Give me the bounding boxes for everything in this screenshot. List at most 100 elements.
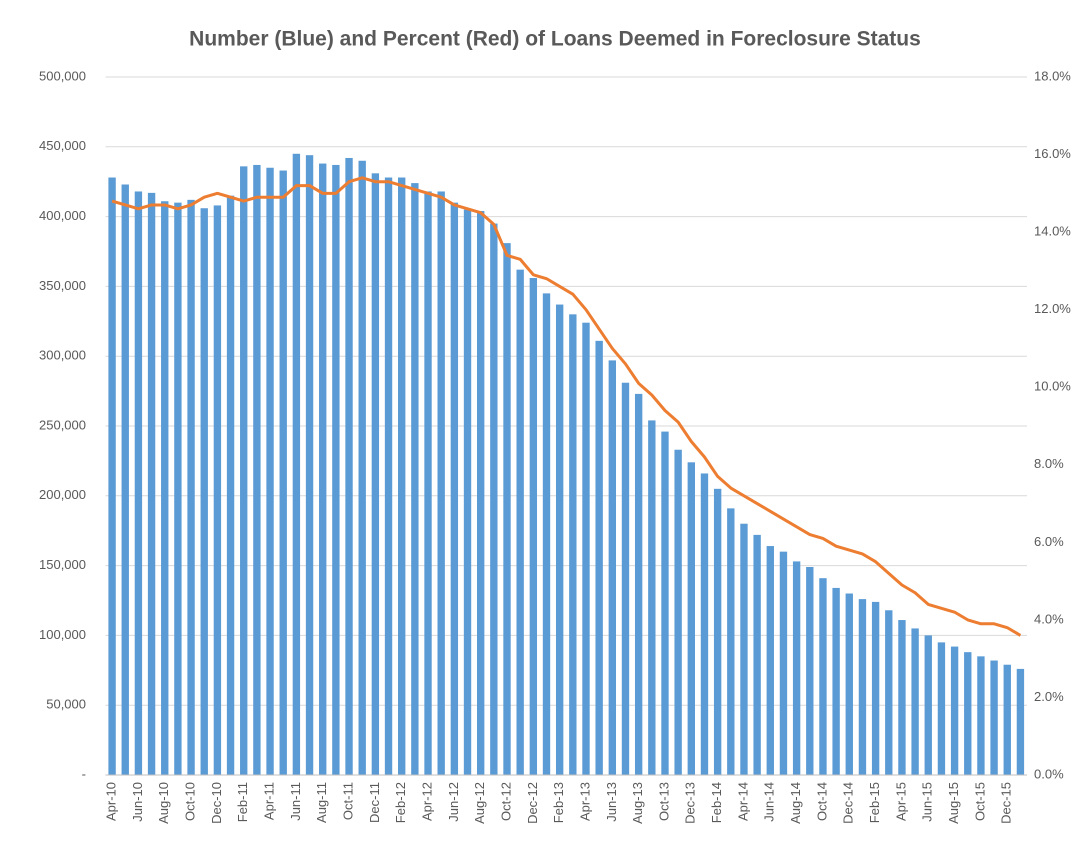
y-tick-label: 300,000 (39, 348, 86, 363)
bar (700, 473, 709, 775)
bar (200, 208, 208, 775)
bar (885, 610, 893, 775)
bar (213, 205, 222, 775)
x-tick-label: Oct-12 (498, 782, 513, 821)
y-tick-label: 400,000 (39, 208, 86, 223)
y-tick-label: 50,000 (46, 697, 86, 712)
bar (964, 652, 972, 775)
bar (911, 628, 919, 775)
bar (279, 170, 287, 776)
bar (476, 211, 485, 776)
x-tick-label: Apr-11 (261, 782, 276, 820)
line (111, 176, 1022, 637)
bar (226, 195, 235, 775)
y-tick-label: 500,000 (39, 68, 86, 83)
bar (450, 202, 459, 775)
x-tick-label: Jun-10 (130, 782, 145, 822)
x-tick-label: Oct-10 (183, 782, 198, 821)
y2-tick-label: 4.0% (1034, 611, 1064, 626)
y2-tick-label: 2.0% (1034, 689, 1064, 704)
bar (582, 322, 590, 775)
x-tick-label: Oct-13 (656, 782, 671, 821)
x-tick-label: Oct-14 (814, 782, 829, 821)
x-tick-label: Aug-13 (630, 782, 645, 824)
y2-tick-label: 14.0% (1034, 224, 1071, 239)
bar (713, 488, 722, 775)
bar (503, 243, 511, 775)
x-tick-label: Jun-12 (446, 782, 461, 822)
x-tick-label: Dec-14 (841, 782, 856, 824)
bar (819, 578, 827, 775)
x-tick-label: Feb-11 (235, 782, 250, 822)
bar (832, 587, 840, 775)
y2-tick-label: 12.0% (1034, 301, 1071, 316)
y2-tick-label: 10.0% (1034, 379, 1071, 394)
x-tick-label: Aug-15 (946, 782, 961, 824)
bar (950, 646, 959, 775)
chart-title: Number (Blue) and Percent (Red) of Loans… (189, 28, 921, 51)
bar (161, 201, 169, 775)
bar (990, 660, 998, 775)
bar (411, 183, 419, 775)
bar (621, 382, 630, 775)
bar (661, 431, 669, 775)
x-tick-label: Aug-12 (472, 782, 487, 824)
x-tick-label: Apr-14 (735, 782, 750, 821)
x-tick-label: Dec-13 (683, 782, 698, 824)
bar (398, 177, 406, 776)
y-tick-label: 150,000 (39, 557, 86, 572)
bar (147, 192, 156, 776)
bar (924, 635, 932, 775)
x-tick-label: Dec-12 (525, 782, 540, 824)
bar (871, 601, 880, 775)
y2-tick-label: 6.0% (1034, 534, 1064, 549)
x-tick-label: Aug-14 (788, 782, 803, 824)
bar (305, 155, 314, 775)
bar (753, 534, 761, 775)
y2-tick-label: 0.0% (1034, 766, 1064, 781)
y2-tick-label: 18.0% (1034, 68, 1071, 83)
x-tick-label: Apr-15 (893, 782, 908, 821)
x-tick-label: Feb-12 (393, 782, 408, 823)
bar (977, 656, 985, 775)
bar (345, 157, 353, 775)
bar (634, 393, 643, 775)
y2-tick-label: 16.0% (1034, 146, 1071, 161)
bar (463, 209, 472, 775)
bar (529, 278, 538, 775)
bar (937, 642, 946, 775)
bar (845, 593, 853, 775)
x-tick-label: Aug-10 (156, 782, 171, 824)
bar (253, 164, 261, 775)
bar (542, 293, 551, 775)
x-tick-label: Dec-15 (999, 782, 1014, 824)
bar (595, 340, 603, 775)
bar (134, 191, 143, 776)
y-tick-label: 350,000 (39, 278, 86, 293)
bar (898, 620, 906, 775)
bar (766, 546, 774, 775)
x-tick-label: Apr-13 (577, 782, 592, 821)
y-tick-label: 250,000 (39, 417, 86, 432)
x-tick-label: Oct-11 (340, 782, 355, 820)
bar (674, 449, 682, 775)
bar (266, 167, 274, 776)
x-tick-label: Dec-11 (367, 782, 382, 823)
bar (292, 153, 301, 775)
bar (806, 566, 814, 775)
x-tick-label: Jun-15 (920, 782, 935, 822)
x-tick-label: Apr-12 (419, 782, 434, 821)
x-tick-label: Feb-13 (551, 782, 566, 823)
bar (727, 508, 735, 775)
bar (371, 173, 380, 776)
bar (187, 199, 195, 775)
bar (240, 166, 248, 775)
bar (384, 177, 393, 776)
bar (569, 314, 577, 775)
bar (319, 163, 327, 775)
x-tick-label: Feb-15 (867, 782, 882, 823)
x-tick-label: Apr-10 (104, 782, 119, 821)
